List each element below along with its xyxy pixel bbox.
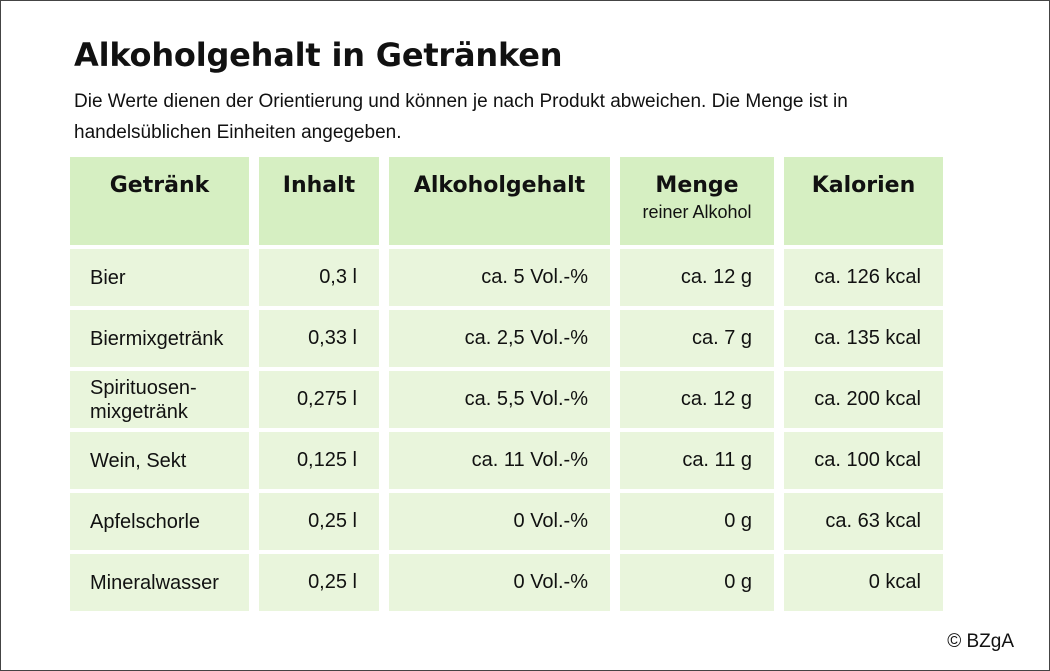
cell-inhalt: 0,25 l (259, 493, 379, 550)
header-label: Kalorien (811, 173, 916, 198)
page-subtitle: Die Werte dienen der Orientierung und kö… (74, 91, 848, 143)
header-label: Alkoholgehalt (413, 173, 586, 198)
header-sublabel: reiner Alkohol (642, 202, 752, 222)
cell-kalorien: ca. 100 kcal (784, 432, 943, 489)
cell-inhalt: 0,33 l (259, 310, 379, 367)
cell-menge: ca. 7 g (620, 310, 774, 367)
cell-getraenk: Spirituosen-mixgetränk (70, 371, 249, 428)
header-menge: Menge reiner Alkohol (620, 157, 774, 245)
header-label: Inhalt (282, 173, 356, 198)
copyright-notice: © BZgA (947, 631, 1014, 652)
header-label: Menge (655, 173, 739, 198)
header-getraenk: Getränk (70, 157, 249, 245)
page-title: Alkoholgehalt in Getränken (74, 36, 563, 74)
cell-getraenk: Mineralwasser (70, 554, 249, 611)
cell-inhalt: 0,275 l (259, 371, 379, 428)
cell-alkoholgehalt: ca. 11 Vol.-% (389, 432, 610, 489)
cell-menge: 0 g (620, 554, 774, 611)
cell-alkoholgehalt: 0 Vol.-% (389, 554, 610, 611)
header-label: Getränk (109, 173, 210, 198)
alcohol-table: Getränk Inhalt Alkoholgehalt Menge reine… (70, 157, 943, 611)
header-alkoholgehalt: Alkoholgehalt (389, 157, 610, 245)
cell-inhalt: 0,25 l (259, 554, 379, 611)
cell-alkoholgehalt: ca. 5,5 Vol.-% (389, 371, 610, 428)
cell-inhalt: 0,125 l (259, 432, 379, 489)
cell-kalorien: ca. 200 kcal (784, 371, 943, 428)
cell-inhalt: 0,3 l (259, 249, 379, 306)
cell-getraenk: Biermixgetränk (70, 310, 249, 367)
cell-menge: 0 g (620, 493, 774, 550)
cell-getraenk: Bier (70, 249, 249, 306)
cell-kalorien: 0 kcal (784, 554, 943, 611)
cell-getraenk: Apfelschorle (70, 493, 249, 550)
cell-kalorien: ca. 126 kcal (784, 249, 943, 306)
cell-kalorien: ca. 135 kcal (784, 310, 943, 367)
cell-alkoholgehalt: ca. 2,5 Vol.-% (389, 310, 610, 367)
cell-alkoholgehalt: ca. 5 Vol.-% (389, 249, 610, 306)
cell-menge: ca. 11 g (620, 432, 774, 489)
cell-alkoholgehalt: 0 Vol.-% (389, 493, 610, 550)
cell-menge: ca. 12 g (620, 249, 774, 306)
cell-kalorien: ca. 63 kcal (784, 493, 943, 550)
header-kalorien: Kalorien (784, 157, 943, 245)
header-inhalt: Inhalt (259, 157, 379, 245)
cell-menge: ca. 12 g (620, 371, 774, 428)
cell-getraenk: Wein, Sekt (70, 432, 249, 489)
